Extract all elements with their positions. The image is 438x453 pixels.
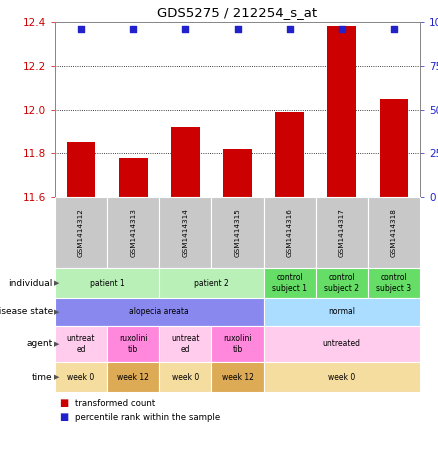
- Text: disease state: disease state: [0, 308, 53, 317]
- Text: untreated: untreated: [323, 339, 361, 348]
- Point: [78, 25, 85, 33]
- Text: control
subject 3: control subject 3: [376, 273, 411, 293]
- Bar: [223, 149, 252, 197]
- Text: week 0: week 0: [328, 372, 355, 381]
- Text: patient 1: patient 1: [90, 279, 124, 288]
- Point: [286, 25, 293, 33]
- Point: [234, 25, 241, 33]
- Text: GSM1414314: GSM1414314: [182, 208, 188, 257]
- Text: ▶: ▶: [54, 309, 59, 315]
- Text: ▶: ▶: [54, 341, 59, 347]
- Text: ■: ■: [60, 412, 69, 422]
- Text: agent: agent: [27, 339, 53, 348]
- Text: week 0: week 0: [172, 372, 199, 381]
- Text: untreat
ed: untreat ed: [67, 334, 95, 354]
- Text: patient 2: patient 2: [194, 279, 229, 288]
- Text: individual: individual: [8, 279, 53, 288]
- Point: [390, 25, 397, 33]
- Text: week 0: week 0: [67, 372, 95, 381]
- Text: percentile rank within the sample: percentile rank within the sample: [75, 413, 220, 421]
- Text: untreat
ed: untreat ed: [171, 334, 200, 354]
- Text: ▶: ▶: [54, 280, 59, 286]
- Text: ruxolini
tib: ruxolini tib: [223, 334, 252, 354]
- Text: transformed count: transformed count: [75, 399, 155, 408]
- Point: [338, 25, 345, 33]
- Text: GSM1414315: GSM1414315: [234, 208, 240, 257]
- Text: GSM1414316: GSM1414316: [286, 208, 293, 257]
- Bar: [276, 112, 304, 197]
- Text: ▶: ▶: [54, 374, 59, 380]
- Text: alopecia areata: alopecia areata: [129, 308, 189, 317]
- Text: ■: ■: [60, 398, 69, 408]
- Text: GSM1414318: GSM1414318: [391, 208, 397, 257]
- Point: [130, 25, 137, 33]
- Text: week 12: week 12: [117, 372, 149, 381]
- Text: control
subject 2: control subject 2: [324, 273, 359, 293]
- Bar: [171, 127, 200, 197]
- Point: [182, 25, 189, 33]
- Text: control
subject 1: control subject 1: [272, 273, 307, 293]
- Bar: [380, 99, 408, 197]
- Title: GDS5275 / 212254_s_at: GDS5275 / 212254_s_at: [157, 6, 318, 19]
- Text: GSM1414313: GSM1414313: [130, 208, 136, 257]
- Text: ruxolini
tib: ruxolini tib: [119, 334, 148, 354]
- Text: time: time: [32, 372, 53, 381]
- Bar: [67, 142, 95, 197]
- Text: GSM1414312: GSM1414312: [78, 208, 84, 257]
- Bar: [328, 26, 356, 197]
- Bar: [119, 158, 148, 197]
- Text: GSM1414317: GSM1414317: [339, 208, 345, 257]
- Text: normal: normal: [328, 308, 355, 317]
- Text: week 12: week 12: [222, 372, 254, 381]
